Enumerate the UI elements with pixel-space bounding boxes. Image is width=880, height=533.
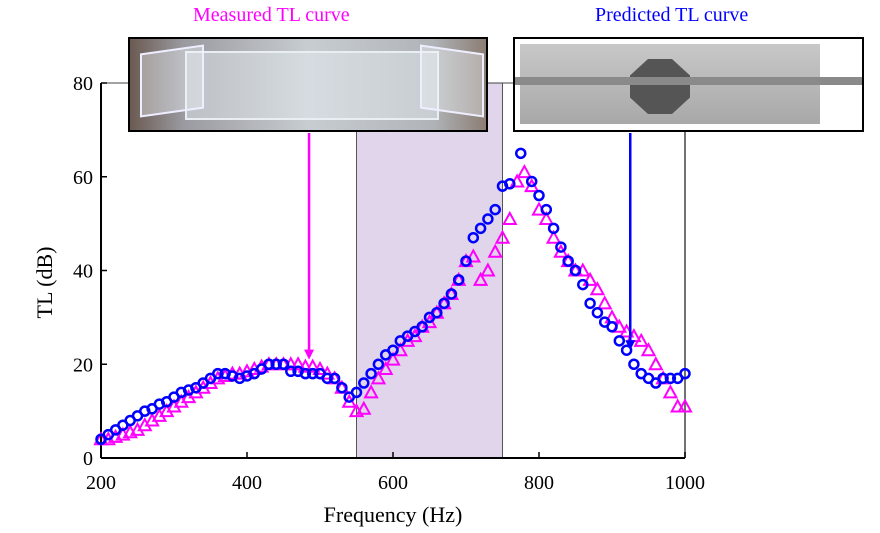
data-point-triangle: [487, 243, 503, 258]
data-point-circle: [591, 306, 604, 319]
x-tick-label: 600: [378, 472, 408, 494]
data-point-triangle: [480, 262, 496, 277]
data-point-circle: [452, 274, 465, 286]
data-point-circle: [387, 344, 399, 356]
data-point-triangle: [363, 384, 379, 399]
data-point-triangle: [516, 163, 533, 179]
data-point-circle: [467, 231, 480, 244]
data-point-triangle: [297, 358, 314, 373]
data-point-triangle: [545, 229, 562, 244]
data-point-circle: [482, 213, 494, 225]
data-point-triangle: [290, 356, 306, 371]
data-point-circle: [569, 264, 582, 277]
data-point-triangle: [385, 351, 401, 366]
x-axis-label: Frequency (Hz): [324, 502, 463, 527]
data-point-circle: [328, 372, 341, 385]
data-point-circle: [445, 288, 458, 300]
data-point-triangle: [356, 400, 372, 415]
y-axis-label: TL (dB): [32, 247, 57, 319]
predicted-annotation-label: Predicted TL curve: [595, 4, 749, 26]
y-tick-label: 80: [73, 73, 93, 95]
data-point-circle: [525, 175, 538, 188]
x-tick-label: 400: [232, 472, 262, 494]
data-point-triangle: [670, 398, 686, 413]
data-point-triangle: [677, 398, 693, 413]
data-point-triangle: [312, 360, 328, 375]
y-tick-label: 40: [73, 261, 93, 283]
data-point-circle: [679, 367, 691, 380]
data-point-triangle: [640, 342, 657, 357]
data-point-triangle: [465, 248, 481, 263]
data-point-circle: [365, 367, 377, 380]
data-point-circle: [562, 255, 574, 267]
data-point-circle: [321, 372, 334, 385]
data-point-circle: [657, 372, 669, 385]
shaded-band: [356, 82, 503, 459]
device-end-left: [140, 44, 204, 118]
annotation-arrowhead: [304, 349, 315, 360]
y-tick-label: 20: [73, 354, 93, 376]
y-tick-label: 60: [73, 167, 93, 189]
x-tick-label: 800: [524, 472, 554, 494]
data-point-circle: [212, 367, 224, 380]
data-point-circle: [504, 178, 516, 190]
data-point-triangle: [589, 281, 606, 296]
data-point-triangle: [502, 210, 518, 225]
data-point-circle: [555, 241, 567, 253]
data-point-circle: [664, 372, 677, 385]
data-point-circle: [577, 278, 589, 291]
data-point-circle: [416, 321, 428, 333]
data-point-circle: [606, 321, 618, 333]
data-point-circle: [299, 367, 312, 380]
data-point-triangle: [648, 356, 664, 371]
data-point-circle: [620, 344, 633, 356]
data-point-triangle: [370, 370, 387, 385]
device-outline: [185, 51, 439, 120]
device-end-right: [420, 44, 484, 118]
data-point-circle: [263, 358, 275, 370]
y-tick-label: 0: [83, 448, 93, 470]
annotation-arrowhead: [625, 340, 636, 351]
data-point-circle: [533, 189, 545, 202]
data-point-triangle: [662, 384, 679, 399]
data-point-triangle: [305, 358, 321, 373]
data-point-triangle: [494, 229, 511, 244]
predicted-model-render: [513, 37, 864, 132]
data-point-circle: [372, 358, 385, 370]
data-point-triangle: [538, 210, 554, 225]
data-point-circle: [285, 365, 297, 378]
data-point-circle: [350, 386, 363, 399]
data-point-triangle: [633, 332, 649, 347]
data-point-circle: [628, 358, 640, 370]
model-duct: [515, 77, 862, 85]
data-point-circle: [515, 147, 527, 160]
data-point-circle: [474, 222, 487, 235]
data-point-circle: [460, 255, 472, 267]
data-point-circle: [438, 297, 450, 310]
x-tick-label: 200: [86, 472, 116, 494]
predicted-series: [95, 147, 691, 445]
data-point-circle: [613, 335, 626, 347]
data-point-circle: [584, 297, 596, 310]
data-point-circle: [336, 381, 348, 394]
data-point-circle: [270, 358, 282, 370]
data-point-circle: [547, 222, 560, 235]
data-point-circle: [306, 367, 319, 380]
data-point-circle: [431, 306, 443, 319]
data-point-triangle: [597, 295, 613, 310]
data-point-triangle: [582, 271, 598, 286]
x-tick-label: 1000: [665, 472, 705, 494]
data-point-circle: [277, 358, 290, 370]
measured-device-photo: [128, 37, 488, 132]
model-cavity: [630, 59, 690, 114]
data-point-triangle: [472, 271, 489, 286]
measured-annotation-label: Measured TL curve: [193, 4, 350, 26]
data-point-circle: [489, 203, 501, 216]
data-point-triangle: [378, 360, 394, 375]
data-point-circle: [540, 203, 553, 216]
data-point-circle: [358, 377, 370, 389]
